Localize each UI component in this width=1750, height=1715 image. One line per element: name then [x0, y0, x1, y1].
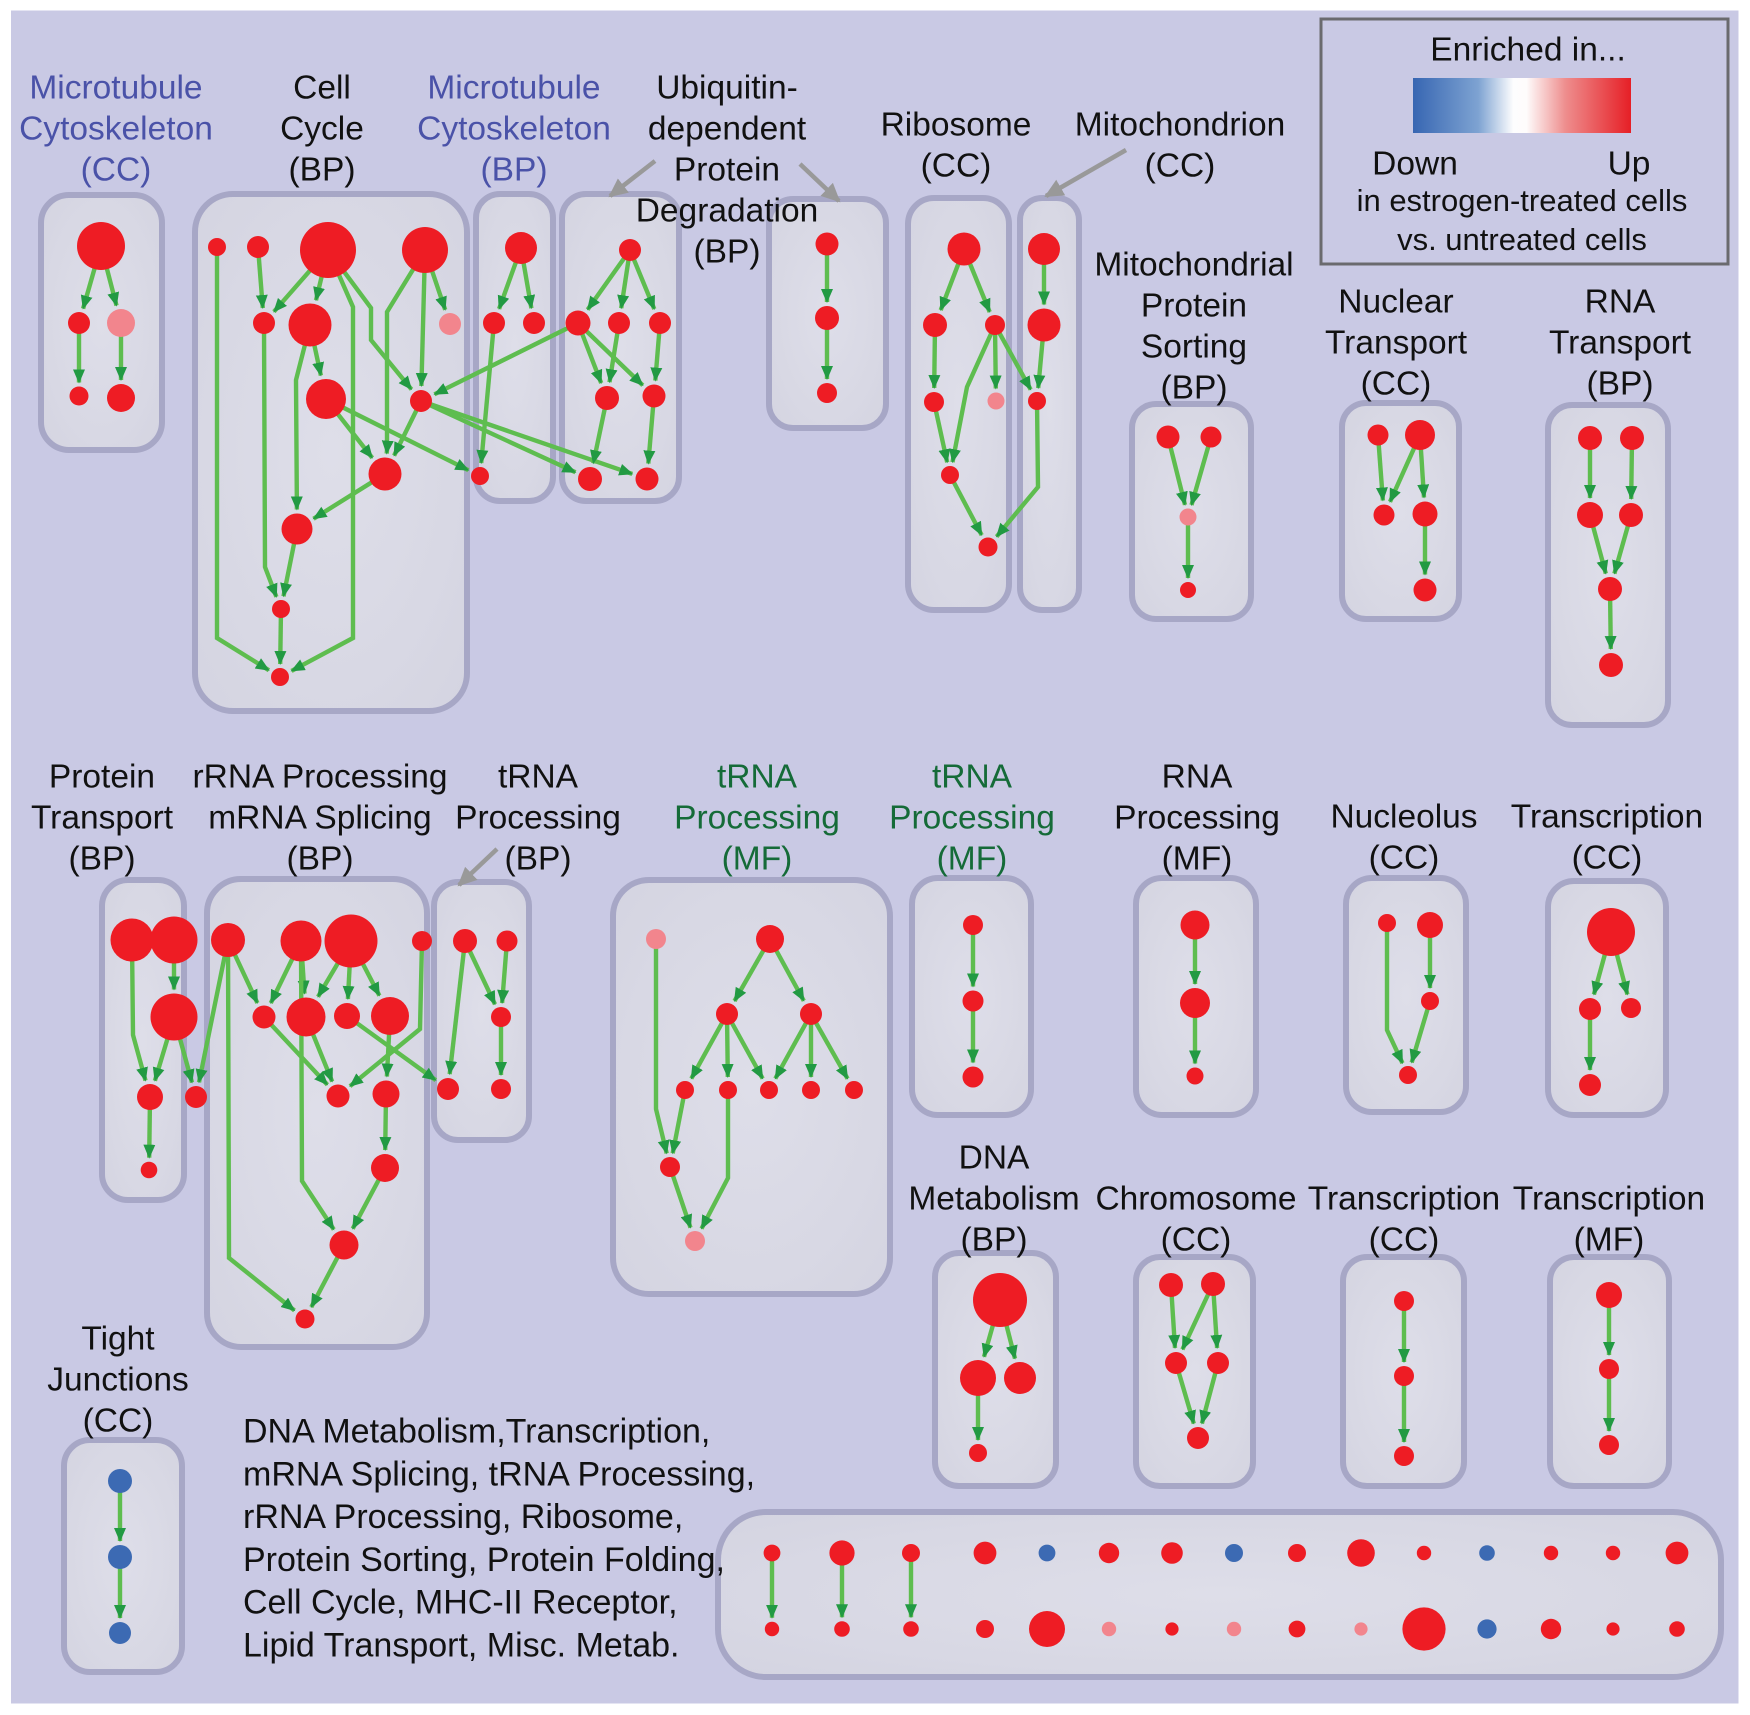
svg-text:Tight: Tight	[81, 1321, 155, 1358]
svg-text:Protein Sorting, Protein Foldi: Protein Sorting, Protein Folding,	[243, 1541, 725, 1579]
svg-text:Mitochondrial: Mitochondrial	[1094, 247, 1293, 284]
svg-text:Processing: Processing	[455, 800, 621, 837]
svg-text:Degradation: Degradation	[636, 193, 819, 230]
svg-text:mRNA Splicing: mRNA Splicing	[208, 800, 431, 837]
svg-text:Metabolism: Metabolism	[908, 1181, 1079, 1218]
svg-text:Nucleolus: Nucleolus	[1330, 799, 1477, 836]
svg-text:Transport: Transport	[1549, 325, 1692, 362]
svg-text:Transport: Transport	[31, 800, 174, 837]
svg-text:(CC): (CC)	[1145, 148, 1216, 185]
svg-text:in estrogen-treated cells: in estrogen-treated cells	[1357, 183, 1688, 218]
svg-text:(CC): (CC)	[1572, 840, 1643, 877]
svg-text:Protein: Protein	[1141, 288, 1247, 325]
svg-text:(CC): (CC)	[1161, 1222, 1232, 1259]
svg-text:(CC): (CC)	[1369, 840, 1440, 877]
svg-text:Microtubule: Microtubule	[427, 70, 600, 107]
svg-text:(CC): (CC)	[1369, 1222, 1440, 1259]
svg-text:DNA Metabolism,Transcription,: DNA Metabolism,Transcription,	[243, 1413, 710, 1451]
svg-text:Down: Down	[1372, 146, 1458, 183]
svg-text:Sorting: Sorting	[1141, 329, 1247, 366]
svg-text:Protein: Protein	[674, 152, 780, 189]
svg-text:tRNA: tRNA	[932, 759, 1013, 796]
svg-text:Transcription: Transcription	[1513, 1181, 1705, 1218]
svg-text:Chromosome: Chromosome	[1095, 1181, 1296, 1218]
svg-text:Mitochondrion: Mitochondrion	[1075, 107, 1285, 144]
svg-text:(BP): (BP)	[481, 152, 548, 189]
svg-text:rRNA Processing: rRNA Processing	[192, 759, 447, 796]
svg-text:Processing: Processing	[1114, 800, 1280, 837]
svg-text:Lipid Transport, Misc. Metab.: Lipid Transport, Misc. Metab.	[243, 1627, 680, 1665]
svg-text:Protein: Protein	[49, 759, 155, 796]
svg-text:Processing: Processing	[674, 800, 840, 837]
svg-text:mRNA Splicing, tRNA Processing: mRNA Splicing, tRNA Processing,	[243, 1455, 755, 1493]
svg-text:(MF): (MF)	[722, 841, 793, 878]
svg-text:RNA: RNA	[1585, 284, 1656, 321]
svg-text:Cell Cycle, MHC-II Receptor,: Cell Cycle, MHC-II Receptor,	[243, 1584, 678, 1622]
svg-text:vs. untreated cells: vs. untreated cells	[1397, 222, 1647, 257]
svg-text:tRNA: tRNA	[717, 759, 798, 796]
svg-text:Transcription: Transcription	[1308, 1181, 1500, 1218]
svg-text:(CC): (CC)	[81, 152, 152, 189]
svg-text:DNA: DNA	[959, 1140, 1030, 1177]
svg-text:(BP): (BP)	[69, 841, 136, 878]
svg-text:Microtubule: Microtubule	[29, 70, 202, 107]
svg-text:dependent: dependent	[648, 111, 807, 148]
svg-text:Cytoskeleton: Cytoskeleton	[19, 111, 213, 148]
svg-text:RNA: RNA	[1162, 759, 1233, 796]
svg-text:(BP): (BP)	[287, 841, 354, 878]
svg-text:Ribosome: Ribosome	[881, 107, 1032, 144]
svg-text:Junctions: Junctions	[47, 1362, 189, 1399]
svg-text:(MF): (MF)	[1574, 1222, 1645, 1259]
svg-text:Enriched in...: Enriched in...	[1430, 32, 1626, 69]
svg-text:Cell: Cell	[293, 70, 351, 107]
svg-text:(BP): (BP)	[694, 234, 761, 271]
svg-text:Nuclear: Nuclear	[1338, 284, 1453, 321]
svg-text:Cycle: Cycle	[280, 111, 364, 148]
svg-text:(MF): (MF)	[937, 841, 1008, 878]
svg-text:(BP): (BP)	[505, 841, 572, 878]
svg-text:Up: Up	[1608, 146, 1651, 183]
svg-text:Ubiquitin-: Ubiquitin-	[656, 70, 798, 107]
svg-text:(BP): (BP)	[961, 1222, 1028, 1259]
svg-text:tRNA: tRNA	[498, 759, 579, 796]
svg-text:(BP): (BP)	[289, 152, 356, 189]
svg-text:(MF): (MF)	[1162, 841, 1233, 878]
svg-text:rRNA Processing, Ribosome,: rRNA Processing, Ribosome,	[243, 1498, 683, 1536]
svg-text:Cytoskeleton: Cytoskeleton	[417, 111, 611, 148]
svg-text:(BP): (BP)	[1587, 366, 1654, 403]
svg-text:Transport: Transport	[1325, 325, 1468, 362]
svg-text:(CC): (CC)	[83, 1403, 154, 1440]
svg-text:(CC): (CC)	[1361, 366, 1432, 403]
svg-text:Transcription: Transcription	[1511, 799, 1703, 836]
svg-text:(CC): (CC)	[921, 148, 992, 185]
svg-text:(BP): (BP)	[1161, 370, 1228, 407]
svg-text:Processing: Processing	[889, 800, 1055, 837]
